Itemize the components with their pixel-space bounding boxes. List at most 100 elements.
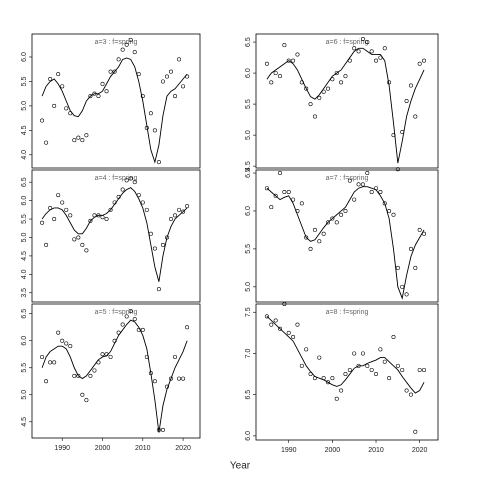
data-point [112,200,117,205]
data-point [40,118,45,123]
data-point [356,363,361,368]
data-point [369,190,374,195]
data-point [321,231,326,236]
data-point [417,61,422,66]
data-point [92,213,97,218]
data-point [304,235,309,240]
data-point [124,178,129,183]
data-point [84,398,89,403]
data-point [124,314,129,319]
data-point [347,367,352,372]
data-point [347,178,352,183]
data-point [160,242,165,247]
data-point [140,94,145,99]
data-point [387,376,392,381]
data-point [317,355,322,360]
data-point [164,74,169,79]
y-tick-label: 5.5 [21,363,28,373]
data-point [422,58,427,63]
data-point [177,207,182,212]
y-tick-label: 7.0 [245,348,252,358]
y-tick-label: 6.5 [245,390,252,400]
y-tick-label: 5.0 [245,282,252,292]
data-point [177,376,182,381]
panel-frame [31,33,201,169]
data-point [369,49,374,54]
data-point [152,379,157,384]
data-point [365,363,370,368]
data-point [116,330,121,335]
smooth-line [266,186,425,300]
data-point [160,79,165,84]
y-tick-label: 4.5 [21,125,28,135]
data-point [128,176,133,181]
data-point [269,322,274,327]
data-point [339,212,344,217]
data-point [168,69,173,74]
panel-frame [255,303,439,441]
data-point [404,99,409,104]
data-point [378,190,383,195]
data-point [52,360,57,365]
smooth-line [266,47,425,164]
panel-title: a=3 : f=spring [95,39,138,46]
data-point [108,207,113,212]
data-point [116,194,121,199]
y-tick-label: 7.5 [245,307,252,317]
data-point [144,207,149,212]
data-point [286,330,291,335]
data-point [356,182,361,187]
data-point [120,47,125,52]
data-point [278,326,283,331]
data-point [96,94,101,99]
data-point [40,220,45,225]
data-point [312,376,317,381]
data-point [273,193,278,198]
data-point [96,360,101,365]
data-point [185,325,190,330]
data-point [156,427,161,432]
data-point [391,212,396,217]
panel-frame [31,303,201,439]
y-tick-label: 5.0 [21,101,28,111]
data-point [321,89,326,94]
smooth-line [41,57,188,164]
y-tick-label: 4.5 [21,251,28,261]
panel-frame [255,33,439,169]
data-point [104,217,109,222]
data-point [152,246,157,251]
data-point [339,388,344,393]
data-point [144,125,149,130]
y-tick-label: 5.0 [21,390,28,400]
data-point [395,363,400,368]
data-point [80,138,85,143]
data-point [330,376,335,381]
data-point [321,376,326,381]
y-tick-label: 6.5 [21,177,28,187]
data-point [312,227,317,232]
data-point [264,61,269,66]
data-point [140,327,145,332]
data-point [64,207,69,212]
data-point [100,352,105,357]
panel-title: a=6 : f=spring [326,39,369,46]
data-point [84,248,89,253]
data-point [48,205,53,210]
data-point [382,201,387,206]
y-tick-label: 5.5 [245,99,252,109]
data-point [312,114,317,119]
data-point [299,363,304,368]
data-point [413,114,418,119]
data-point [168,376,173,381]
data-point [308,246,313,251]
data-point [352,351,357,356]
data-point [286,58,291,63]
data-point [80,242,85,247]
data-point [273,71,278,76]
data-point [140,200,145,205]
data-point [56,72,61,77]
data-point [84,133,89,138]
x-tick-label: 1990 [281,447,297,454]
data-point [56,193,61,198]
